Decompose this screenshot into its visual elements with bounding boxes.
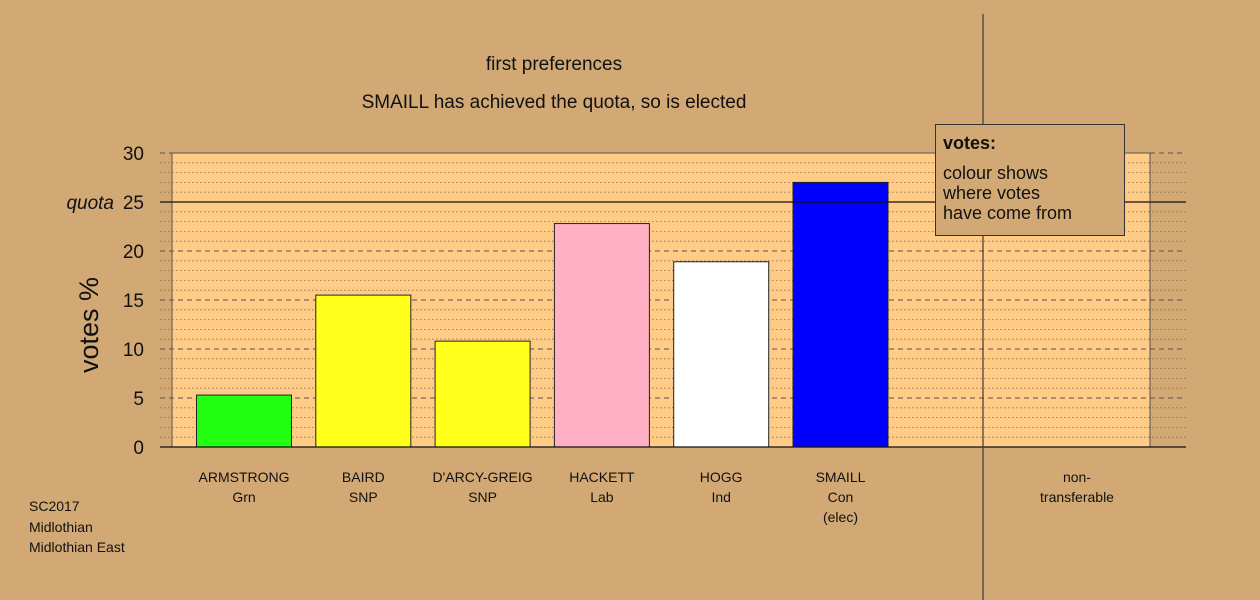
x-tick-label: D'ARCY-GREIG (433, 469, 533, 485)
y-tick-label: 30 (123, 144, 144, 165)
y-tick-label: 25 (123, 193, 144, 214)
x-tick-label: Con (828, 489, 854, 505)
x-tick-label: transferable (1040, 489, 1114, 505)
bar-hogg (673, 261, 770, 448)
x-tick-label: Ind (711, 489, 730, 505)
bar-baird (315, 294, 412, 448)
x-tick-label: SNP (468, 489, 497, 505)
ward-name: Midlothian East (29, 539, 125, 555)
x-tick-label: SNP (349, 489, 378, 505)
x-tick-label: Grn (232, 489, 255, 505)
bar-hackett (553, 223, 650, 448)
chart-subtitle: SMAILL has achieved the quota, so is ele… (361, 92, 747, 113)
quota-label: quota (66, 193, 114, 214)
y-tick-label: 0 (133, 438, 144, 459)
election-code: SC2017 (29, 498, 80, 514)
y-tick-label: 15 (123, 291, 144, 312)
y-tick-label: 20 (123, 242, 144, 263)
x-tick-label: SMAILL (816, 469, 866, 485)
y-axis-label: votes % (74, 277, 104, 373)
legend-body: colour shows where votes have come from (943, 163, 1073, 223)
x-tick-label: ARMSTRONG (199, 469, 290, 485)
bar-d-arcy-greig (434, 340, 531, 448)
bar-smaill (792, 181, 889, 448)
legend-box: votes: colour shows where votes have com… (935, 124, 1125, 236)
election-info: SC2017 Midlothian Midlothian East (29, 496, 125, 558)
x-tick-label: Lab (590, 489, 614, 505)
x-tick-label: (elec) (823, 509, 858, 525)
bar-armstrong (196, 394, 292, 448)
y-tick-label: 10 (123, 340, 144, 361)
legend-heading: votes: (943, 133, 997, 153)
y-tick-label: 5 (133, 389, 144, 410)
chart-title: first preferences (485, 54, 623, 75)
x-tick-label: BAIRD (342, 469, 385, 485)
x-tick-label: non- (1063, 469, 1091, 485)
x-tick-label: HACKETT (569, 469, 635, 485)
council-name: Midlothian (29, 518, 93, 535)
x-tick-label: HOGG (700, 469, 743, 485)
